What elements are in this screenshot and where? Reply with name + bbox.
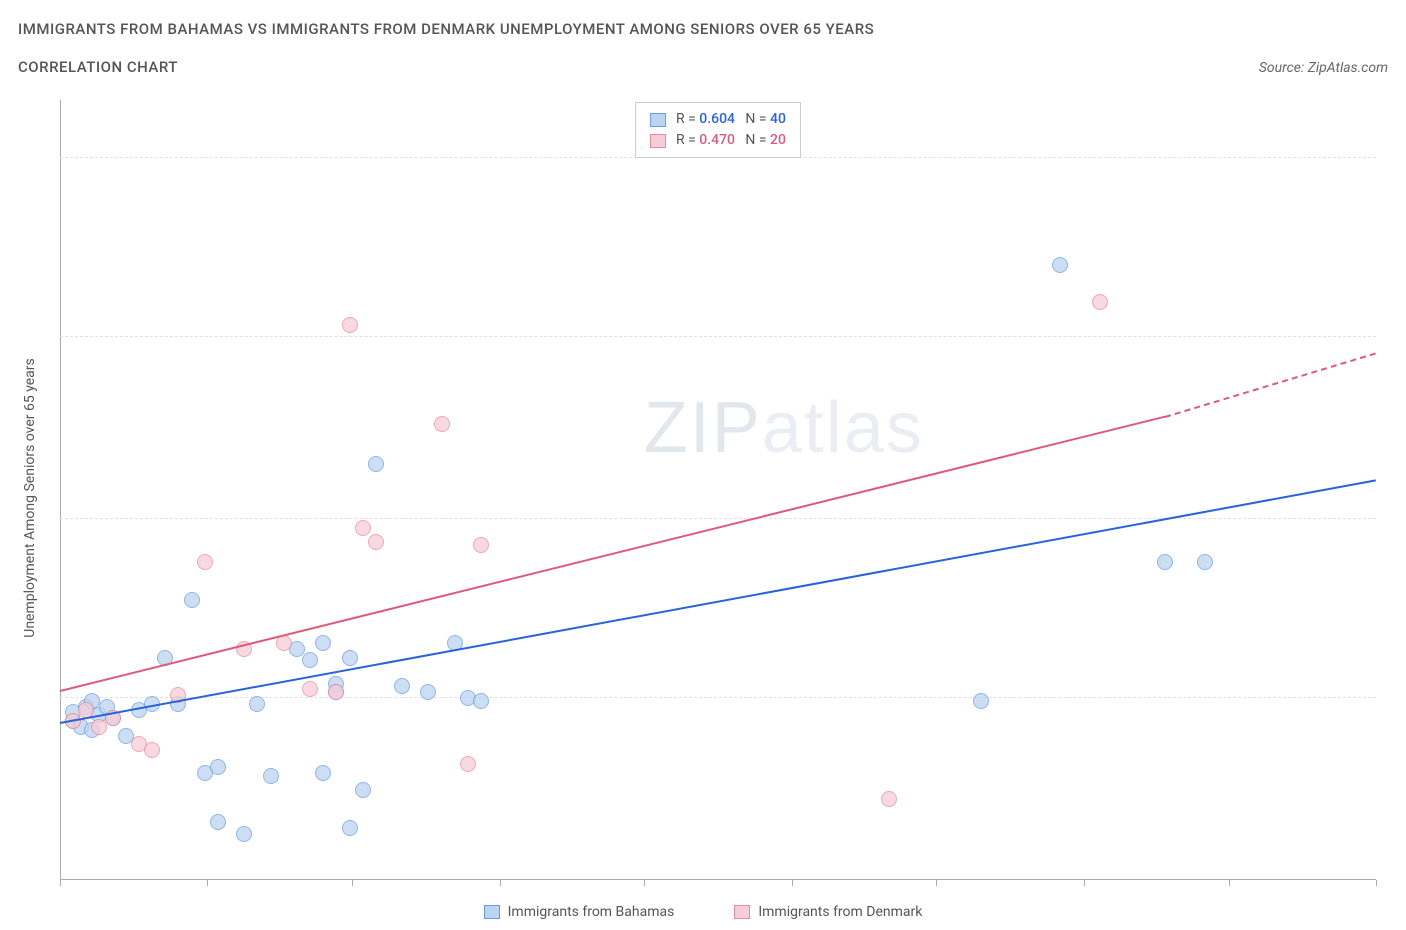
data-point: [342, 317, 358, 333]
trend-line: [1165, 352, 1376, 417]
data-point: [881, 791, 897, 807]
data-point: [420, 684, 436, 700]
data-point: [144, 742, 160, 758]
n-value-bahamas: 40: [770, 111, 786, 127]
stats-row-bahamas: R = 0.604 N = 40: [650, 109, 786, 130]
correlation-stats-box: R = 0.604 N = 40 R = 0.470 N = 20: [635, 102, 801, 158]
data-point: [342, 820, 358, 836]
data-point: [315, 635, 331, 651]
r-value-bahamas: 0.604: [699, 111, 735, 127]
data-point: [184, 592, 200, 608]
data-point: [368, 456, 384, 472]
data-point: [973, 693, 989, 709]
n-value-denmark: 20: [770, 132, 786, 148]
r-value-denmark: 0.470: [699, 132, 735, 148]
chart-subtitle: CORRELATION CHART: [18, 58, 178, 76]
data-point: [1157, 554, 1173, 570]
swatch-denmark: [650, 134, 666, 148]
data-point: [236, 826, 252, 842]
data-point: [368, 534, 384, 550]
data-point: [302, 681, 318, 697]
y-axis-label: Unemployment Among Seniors over 65 years: [22, 358, 38, 638]
chart-plot-area: Unemployment Among Seniors over 65 years…: [60, 100, 1376, 880]
data-point: [1092, 294, 1108, 310]
data-point: [249, 696, 265, 712]
data-point: [210, 814, 226, 830]
x-axis-line: [60, 879, 1376, 880]
data-point: [394, 678, 410, 694]
legend-item-bahamas: Immigrants from Bahamas: [484, 904, 675, 920]
scatter-plot: ZIPatlas 6.3%12.5%18.8%: [60, 100, 1376, 880]
legend-swatch-bahamas: [484, 905, 500, 919]
legend-item-denmark: Immigrants from Denmark: [734, 904, 922, 920]
data-point: [210, 759, 226, 775]
y-axis-line: [60, 100, 61, 880]
bottom-legend: Immigrants from Bahamas Immigrants from …: [0, 904, 1406, 920]
stats-row-denmark: R = 0.470 N = 20: [650, 130, 786, 151]
legend-swatch-denmark: [734, 905, 750, 919]
chart-title: IMMIGRANTS FROM BAHAMAS VS IMMIGRANTS FR…: [18, 20, 1388, 38]
swatch-bahamas: [650, 113, 666, 127]
data-point: [355, 782, 371, 798]
data-point: [328, 684, 344, 700]
data-point: [1052, 257, 1068, 273]
legend-label-denmark: Immigrants from Denmark: [758, 904, 922, 920]
data-point: [263, 768, 279, 784]
data-point: [197, 554, 213, 570]
data-point: [473, 537, 489, 553]
watermark: ZIPatlas: [644, 387, 924, 469]
data-point: [315, 765, 331, 781]
data-point: [342, 650, 358, 666]
data-point: [355, 520, 371, 536]
data-point: [434, 416, 450, 432]
trend-line: [60, 479, 1376, 724]
data-point: [460, 756, 476, 772]
data-point: [302, 652, 318, 668]
legend-label-bahamas: Immigrants from Bahamas: [508, 904, 675, 920]
source-attribution: Source: ZipAtlas.com: [1259, 60, 1388, 76]
data-point: [1197, 554, 1213, 570]
trend-line: [60, 416, 1166, 692]
chart-header: IMMIGRANTS FROM BAHAMAS VS IMMIGRANTS FR…: [18, 20, 1388, 76]
data-point: [473, 693, 489, 709]
